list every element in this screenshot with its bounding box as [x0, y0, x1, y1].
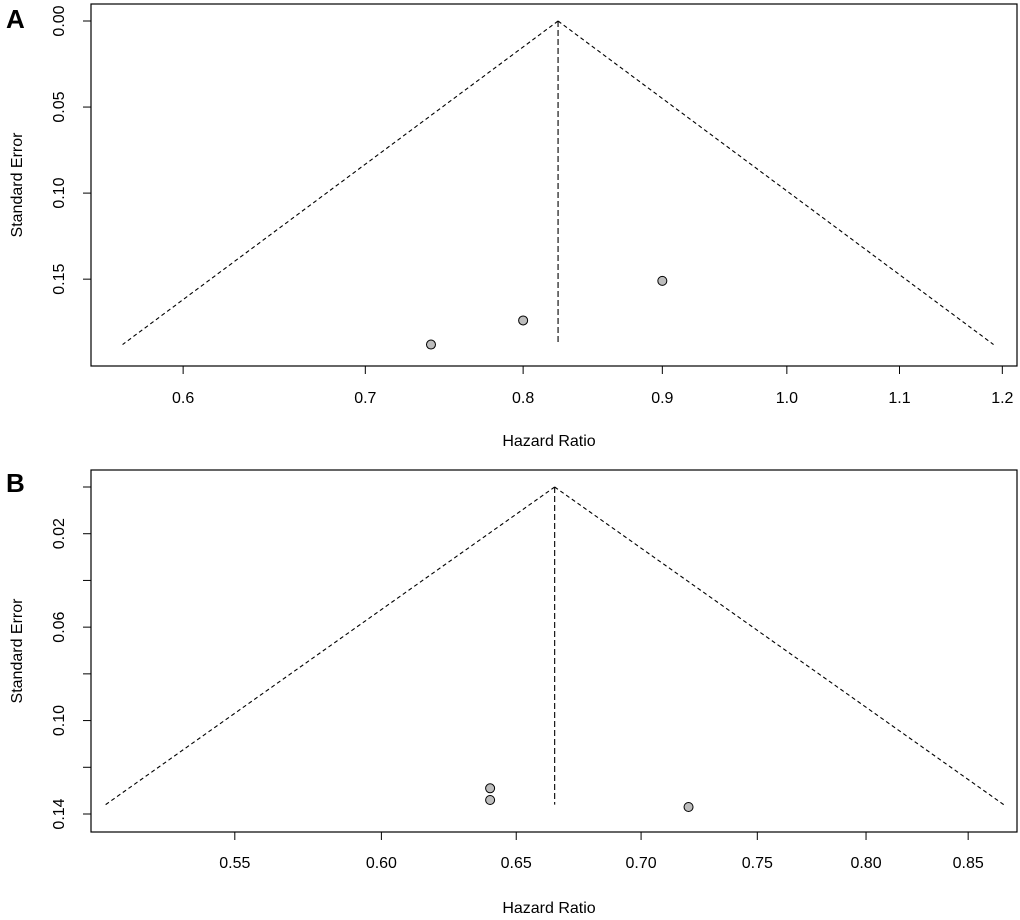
panel-letter: B	[6, 468, 25, 498]
funnel-left-line	[105, 486, 555, 806]
plot-frame	[90, 469, 1018, 833]
x-tick-label: 0.85	[953, 855, 984, 872]
x-tick-label: 1.2	[991, 390, 1013, 407]
x-tick-label: 0.9	[651, 390, 673, 407]
data-point	[518, 315, 529, 326]
x-axis-label: Hazard Ratio	[502, 433, 595, 450]
data-point	[485, 783, 496, 794]
x-tick-label: 0.70	[626, 855, 657, 872]
funnel-right-line	[557, 20, 994, 345]
x-tick-label: 1.0	[776, 390, 798, 407]
y-axis-label: Standard Error	[9, 132, 26, 238]
panel-a: A 0.6 0.7 0.8 0.9 1.0 1.1 1.2 0.00 0.05 0.10 0.15 Ha…	[6, 3, 1018, 450]
x-tick-label: 0.8	[512, 390, 534, 407]
x-axis-label: Hazard Ratio	[502, 900, 595, 917]
y-tick-label: 0.10	[51, 705, 68, 736]
y-tick-label: 0.05	[51, 91, 68, 122]
x-tick-label: 0.65	[501, 855, 532, 872]
x-tick-label: 0.80	[850, 855, 881, 872]
y-tick-label: 0.02	[51, 518, 68, 549]
panel-letter: A	[6, 4, 25, 34]
data-point	[485, 794, 496, 805]
x-tick-label: 0.55	[219, 855, 250, 872]
data-point	[657, 275, 668, 286]
x-tick-label: 1.1	[888, 390, 910, 407]
y-axis-label: Standard Error	[9, 598, 26, 704]
plot-frame	[90, 3, 1018, 367]
x-tick-label: 0.60	[366, 855, 397, 872]
y-tick-label: 0.00	[51, 5, 68, 36]
y-tick-label: 0.14	[51, 798, 68, 829]
data-point	[683, 801, 694, 812]
funnel-left-line	[122, 20, 559, 345]
funnel-right-line	[554, 486, 1005, 806]
y-tick-label: 0.10	[51, 177, 68, 208]
x-tick-label: 0.75	[742, 855, 773, 872]
data-point	[425, 339, 436, 350]
x-tick-label: 0.7	[354, 390, 376, 407]
y-tick-label: 0.15	[51, 263, 68, 294]
y-tick-label: 0.06	[51, 611, 68, 642]
x-tick-label: 0.6	[172, 390, 194, 407]
panel-b: B 0.55 0.60 0.65 0.70 0.75 0.80 0.85 0.02 0.06 0.1…	[6, 468, 1018, 917]
